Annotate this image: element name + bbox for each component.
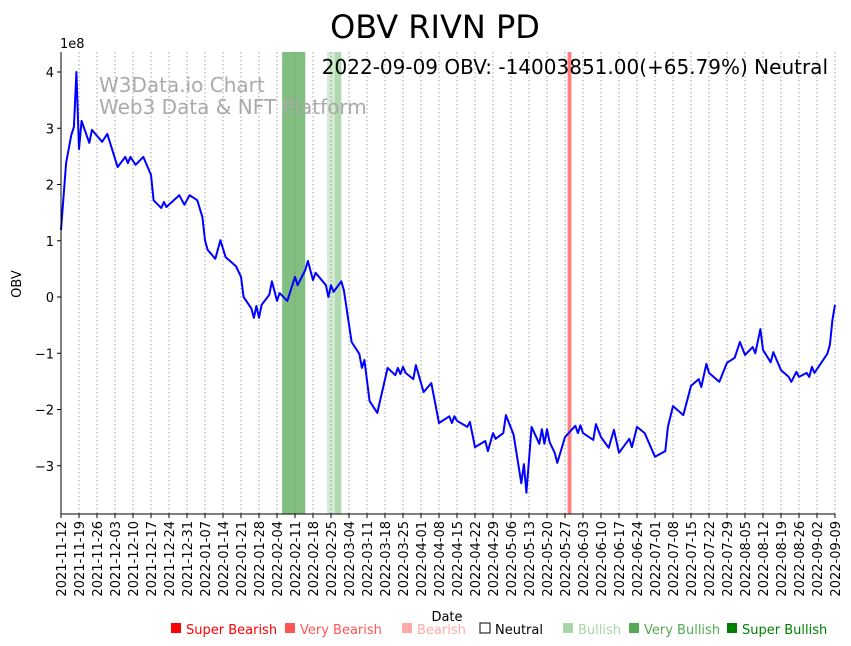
legend-item: Very Bullish	[629, 623, 720, 638]
legend-swatch	[563, 623, 573, 633]
chart-title: OBV RIVN PD	[330, 8, 540, 46]
x-tick-label: 2022-04-08	[433, 521, 448, 597]
x-tick-label: 2022-08-26	[793, 521, 808, 597]
legend-swatch	[285, 623, 295, 633]
legend-item: Super Bearish	[171, 623, 277, 638]
legend-label: Neutral	[495, 623, 543, 638]
x-tick-label: 2022-03-04	[343, 521, 358, 597]
y-tick-label: 4	[46, 66, 54, 81]
legend-swatch	[479, 622, 491, 634]
legend-item: Very Bearish	[285, 623, 382, 638]
y-tick-label: 1	[46, 235, 54, 250]
x-tick-label: 2022-08-12	[757, 521, 772, 597]
legend-swatch	[402, 623, 412, 633]
x-axis-label: Date	[431, 610, 462, 625]
x-tick-label: 2021-12-10	[127, 521, 142, 597]
x-tick-label: 2022-02-04	[271, 521, 286, 597]
signal-bands	[282, 52, 572, 514]
x-tick-label: 2022-04-01	[415, 521, 430, 597]
vertical-gridlines	[60, 52, 836, 514]
y-tick-label: −3	[35, 460, 54, 475]
x-tick-label: 2022-07-22	[703, 521, 718, 597]
y-tick-label: 2	[46, 179, 54, 194]
x-tick-label: 2022-08-05	[739, 521, 754, 597]
y-axis-label: OBV	[10, 270, 25, 298]
x-tick-label: 2022-01-28	[253, 521, 268, 597]
x-tick-label: 2022-02-18	[307, 521, 322, 597]
legend-item: Bearish	[402, 623, 466, 638]
watermark-line-1: W3Data.io Chart	[99, 73, 265, 97]
x-tick-label: 2021-11-26	[91, 521, 106, 597]
x-tick-label: 2021-12-17	[145, 521, 160, 597]
x-tick-label: 2022-06-03	[577, 521, 592, 597]
x-tick-label: 2022-07-29	[721, 521, 736, 597]
legend-item: Neutral	[479, 622, 543, 638]
x-tick-label: 2021-12-31	[181, 521, 196, 597]
chart-subtitle: 2022-09-09 OBV: -14003851.00(+65.79%) Ne…	[322, 55, 828, 79]
y-axis-ticks: −3 −2 −1 0 1 2 3 4	[35, 66, 61, 475]
legend-swatch	[727, 623, 737, 633]
legend-label: Very Bearish	[300, 623, 382, 638]
x-tick-label: 2022-08-19	[775, 521, 790, 597]
x-tick-label: 2022-05-20	[541, 521, 556, 597]
x-tick-label: 2022-07-15	[685, 521, 700, 597]
x-tick-label: 2022-01-14	[217, 521, 232, 597]
x-tick-label: 2022-04-22	[469, 521, 484, 597]
x-tick-label: 2022-04-15	[451, 521, 466, 597]
legend-item: Super Bullish	[727, 623, 827, 638]
legend-label: Super Bullish	[742, 623, 827, 638]
y-tick-label: 0	[46, 291, 54, 306]
x-tick-label: 2022-06-10	[595, 521, 610, 597]
legend-swatch	[171, 623, 181, 633]
x-tick-label: 2022-09-09	[829, 521, 844, 597]
x-tick-label: 2022-05-27	[559, 521, 574, 597]
x-tick-label: 2021-11-12	[55, 521, 70, 597]
x-tick-label: 2022-05-13	[523, 521, 538, 597]
signal-band-very-bearish	[567, 52, 572, 514]
x-tick-label: 2022-01-07	[199, 521, 214, 597]
x-tick-label: 2021-12-24	[163, 521, 178, 597]
x-tick-label: 2021-12-03	[109, 521, 124, 597]
legend-label: Very Bullish	[644, 623, 720, 638]
legend-label: Bearish	[417, 623, 466, 638]
legend: Super Bearish Very Bearish Bearish Neutral B…	[171, 622, 827, 638]
x-tick-label: 2022-07-08	[667, 521, 682, 597]
x-tick-label: 2022-02-25	[325, 521, 340, 597]
watermark-line-2: Web3 Data & NFT Platform	[99, 95, 367, 119]
y-tick-label: −2	[35, 404, 54, 419]
x-tick-label: 2022-06-24	[631, 521, 646, 597]
x-tick-label: 2022-01-21	[235, 521, 250, 597]
x-tick-label: 2022-09-02	[811, 521, 826, 597]
x-tick-label: 2022-04-29	[487, 521, 502, 597]
x-tick-label: 2022-07-01	[649, 521, 664, 597]
signal-band-bullish	[334, 52, 342, 514]
x-tick-label: 2022-03-18	[379, 521, 394, 597]
y-tick-label: 3	[46, 122, 54, 137]
y-scale-label: 1e8	[60, 37, 85, 52]
legend-label: Bullish	[578, 623, 621, 638]
obv-series-line	[60, 71, 836, 494]
x-tick-label: 2021-11-19	[73, 521, 88, 597]
legend-swatch	[629, 623, 639, 633]
legend-label: Super Bearish	[186, 623, 277, 638]
x-tick-label: 2022-03-25	[397, 521, 412, 597]
legend-item: Bullish	[563, 623, 621, 638]
x-tick-label: 2022-03-11	[361, 521, 376, 597]
x-axis-ticks: 2021-11-12 2021-11-19 2021-11-26 2021-12-03…	[55, 514, 844, 597]
x-tick-label: 2022-02-11	[289, 521, 304, 597]
x-tick-label: 2022-06-17	[613, 521, 628, 597]
y-tick-label: −1	[35, 347, 54, 362]
x-tick-label: 2022-05-06	[505, 521, 520, 597]
